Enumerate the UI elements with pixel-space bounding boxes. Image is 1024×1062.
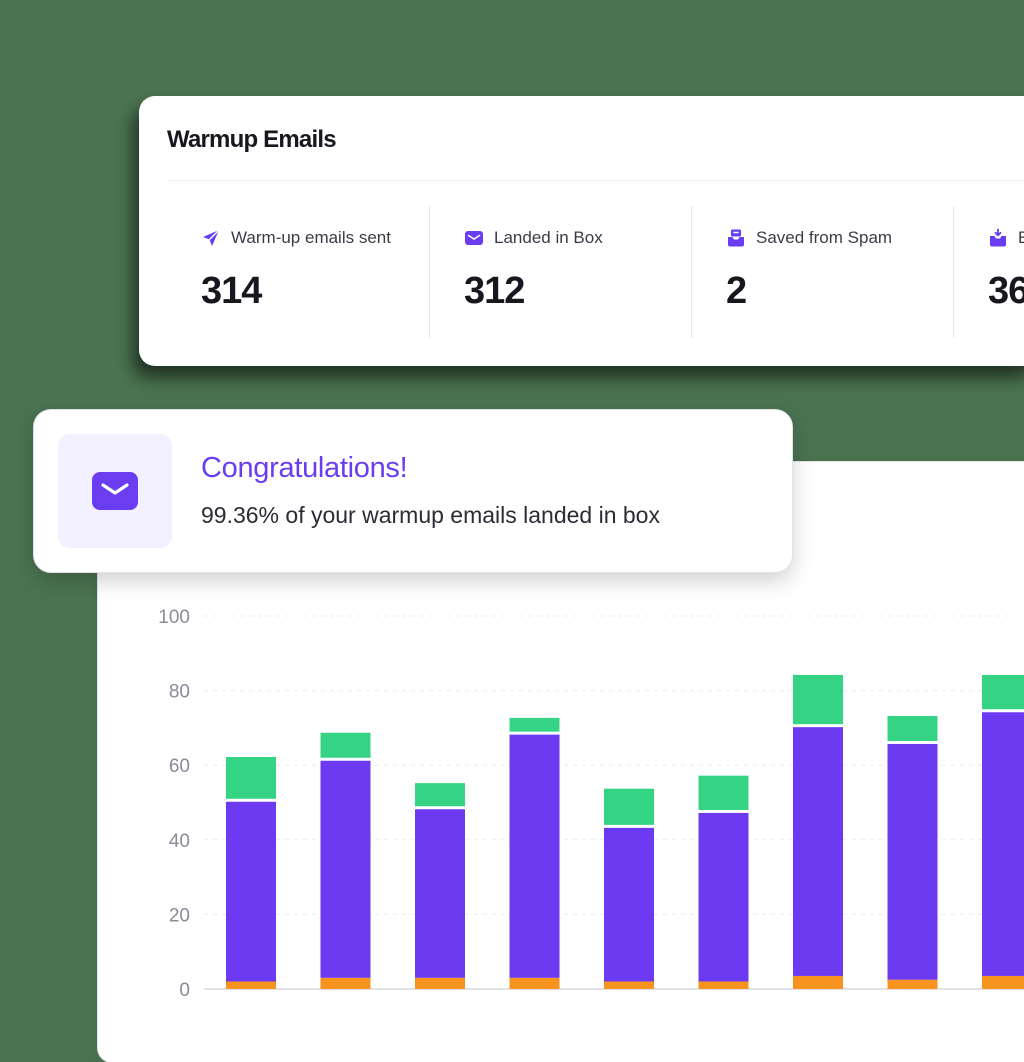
bar-segment	[982, 712, 1024, 976]
bar-segment	[415, 783, 465, 807]
bar-segment	[887, 979, 938, 989]
stat-label: Saved from Spam	[756, 228, 893, 247]
bar-segment	[982, 975, 1024, 989]
stat-label: Warm-up emails sent	[231, 228, 391, 247]
bar-segment	[698, 812, 749, 982]
bar-segment	[509, 717, 560, 732]
bar-segment	[415, 977, 465, 989]
stat-landed-in-box: Landed in Box 312	[429, 206, 692, 338]
bar-segment	[698, 775, 749, 810]
paper-plane-icon	[203, 229, 220, 246]
stat-value: 36	[988, 270, 1024, 312]
inbox-download-icon	[990, 228, 1006, 247]
warmup-emails-card: Warmup Emails Warm-up emails sent 314 La…	[139, 96, 1024, 366]
bar-segment	[604, 827, 654, 982]
bar-segment	[604, 981, 654, 989]
stat-saved-from-spam: Saved from Spam 2	[691, 206, 954, 338]
bar-segment	[982, 674, 1024, 710]
bar-segment	[226, 801, 276, 982]
bar-segment	[509, 977, 560, 989]
warmup-card-title: Warmup Emails	[167, 126, 337, 153]
inbox-tray-icon	[728, 229, 744, 247]
stat-value: 2	[726, 270, 747, 312]
stat-label: Landed in Box	[494, 228, 603, 247]
y-tick-label: 60	[169, 756, 190, 777]
toast-title: Congratulations!	[201, 452, 408, 484]
bar-segment	[887, 715, 938, 741]
envelope-icon	[465, 231, 483, 245]
bar-segment	[793, 674, 843, 725]
y-tick-label: 40	[169, 831, 190, 852]
stat-label: E	[1018, 228, 1024, 247]
bar-segment	[320, 732, 371, 758]
stat-inbox-partial: E 36	[953, 206, 1024, 338]
bar-segment	[226, 757, 276, 799]
bar-segment	[793, 975, 843, 989]
toast-icon-box	[58, 434, 172, 548]
envelope-icon	[92, 472, 138, 510]
congratulations-toast: Congratulations! 99.36% of your warmup e…	[33, 409, 793, 573]
y-tick-label: 20	[169, 905, 190, 926]
bar-segment	[226, 981, 276, 989]
stat-value: 312	[464, 270, 525, 312]
stat-emails-sent: Warm-up emails sent 314	[167, 206, 429, 338]
bar-segment	[698, 981, 749, 989]
toast-message: 99.36% of your warmup emails landed in b…	[201, 502, 660, 528]
y-tick-label: 80	[169, 682, 190, 703]
warmup-card-divider	[167, 180, 1024, 181]
bar-segment	[320, 760, 371, 978]
stat-value: 314	[201, 270, 262, 312]
bar-segment	[887, 743, 938, 980]
y-tick-label: 0	[179, 980, 190, 1001]
bar-segment	[415, 809, 465, 978]
bar-segment	[320, 977, 371, 989]
bar-segment	[604, 788, 654, 825]
y-tick-label: 100	[158, 607, 190, 628]
bar-segment	[793, 727, 843, 976]
stacked-bar-chart: 0 20 40 60 80 100	[158, 607, 1024, 1001]
bar-segment	[509, 734, 560, 978]
